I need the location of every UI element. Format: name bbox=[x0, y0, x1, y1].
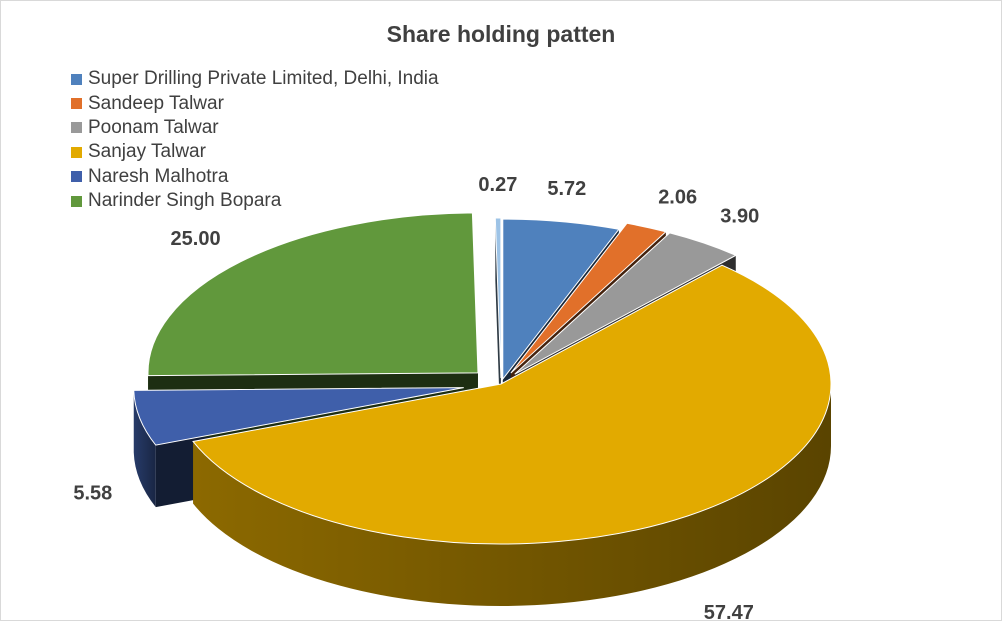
legend-swatch bbox=[71, 73, 82, 85]
data-label: 5.72 bbox=[547, 178, 586, 200]
pie-slice bbox=[514, 232, 737, 375]
data-label: 0.27 bbox=[478, 174, 517, 196]
legend-swatch bbox=[71, 122, 82, 134]
data-label: 3.90 bbox=[720, 205, 759, 227]
pie-slice-side bbox=[133, 390, 156, 508]
legend-swatch bbox=[71, 98, 82, 110]
legend-item: Naresh Malhotra bbox=[71, 165, 439, 189]
legend-item: Sanjay Talwar bbox=[71, 140, 439, 164]
legend-item: Sandeep Talwar bbox=[71, 91, 439, 115]
legend-item: Poonam Talwar bbox=[71, 116, 439, 140]
legend-swatch bbox=[71, 195, 82, 207]
pie-slice bbox=[502, 218, 620, 381]
data-label: 25.00 bbox=[171, 228, 221, 250]
chart-legend: Super Drilling Private Limited, Delhi, I… bbox=[71, 67, 439, 213]
chart-title: Share holding patten bbox=[386, 21, 616, 47]
legend-label: Poonam Talwar bbox=[88, 116, 219, 138]
legend-item: Narinder Singh Bopara bbox=[71, 189, 439, 213]
pie-slice bbox=[133, 387, 464, 446]
legend-swatch bbox=[71, 146, 82, 158]
data-label: 5.58 bbox=[73, 483, 112, 505]
data-label: 57.47 bbox=[704, 602, 754, 620]
legend-label: Sandeep Talwar bbox=[88, 92, 224, 114]
pie-slice bbox=[510, 222, 667, 374]
legend-swatch bbox=[71, 171, 82, 183]
pie-slice bbox=[192, 264, 832, 545]
pie-slice-side bbox=[193, 384, 831, 606]
legend-label: Sanjay Talwar bbox=[88, 141, 206, 163]
data-label: 2.06 bbox=[658, 186, 697, 208]
pie-slice bbox=[494, 217, 502, 379]
legend-label: Super Drilling Private Limited, Delhi, I… bbox=[88, 68, 439, 90]
legend-item: Super Drilling Private Limited, Delhi, I… bbox=[71, 67, 439, 91]
legend-label: Narinder Singh Bopara bbox=[88, 190, 282, 212]
legend-label: Naresh Malhotra bbox=[88, 165, 229, 187]
pie-slice bbox=[147, 212, 479, 377]
